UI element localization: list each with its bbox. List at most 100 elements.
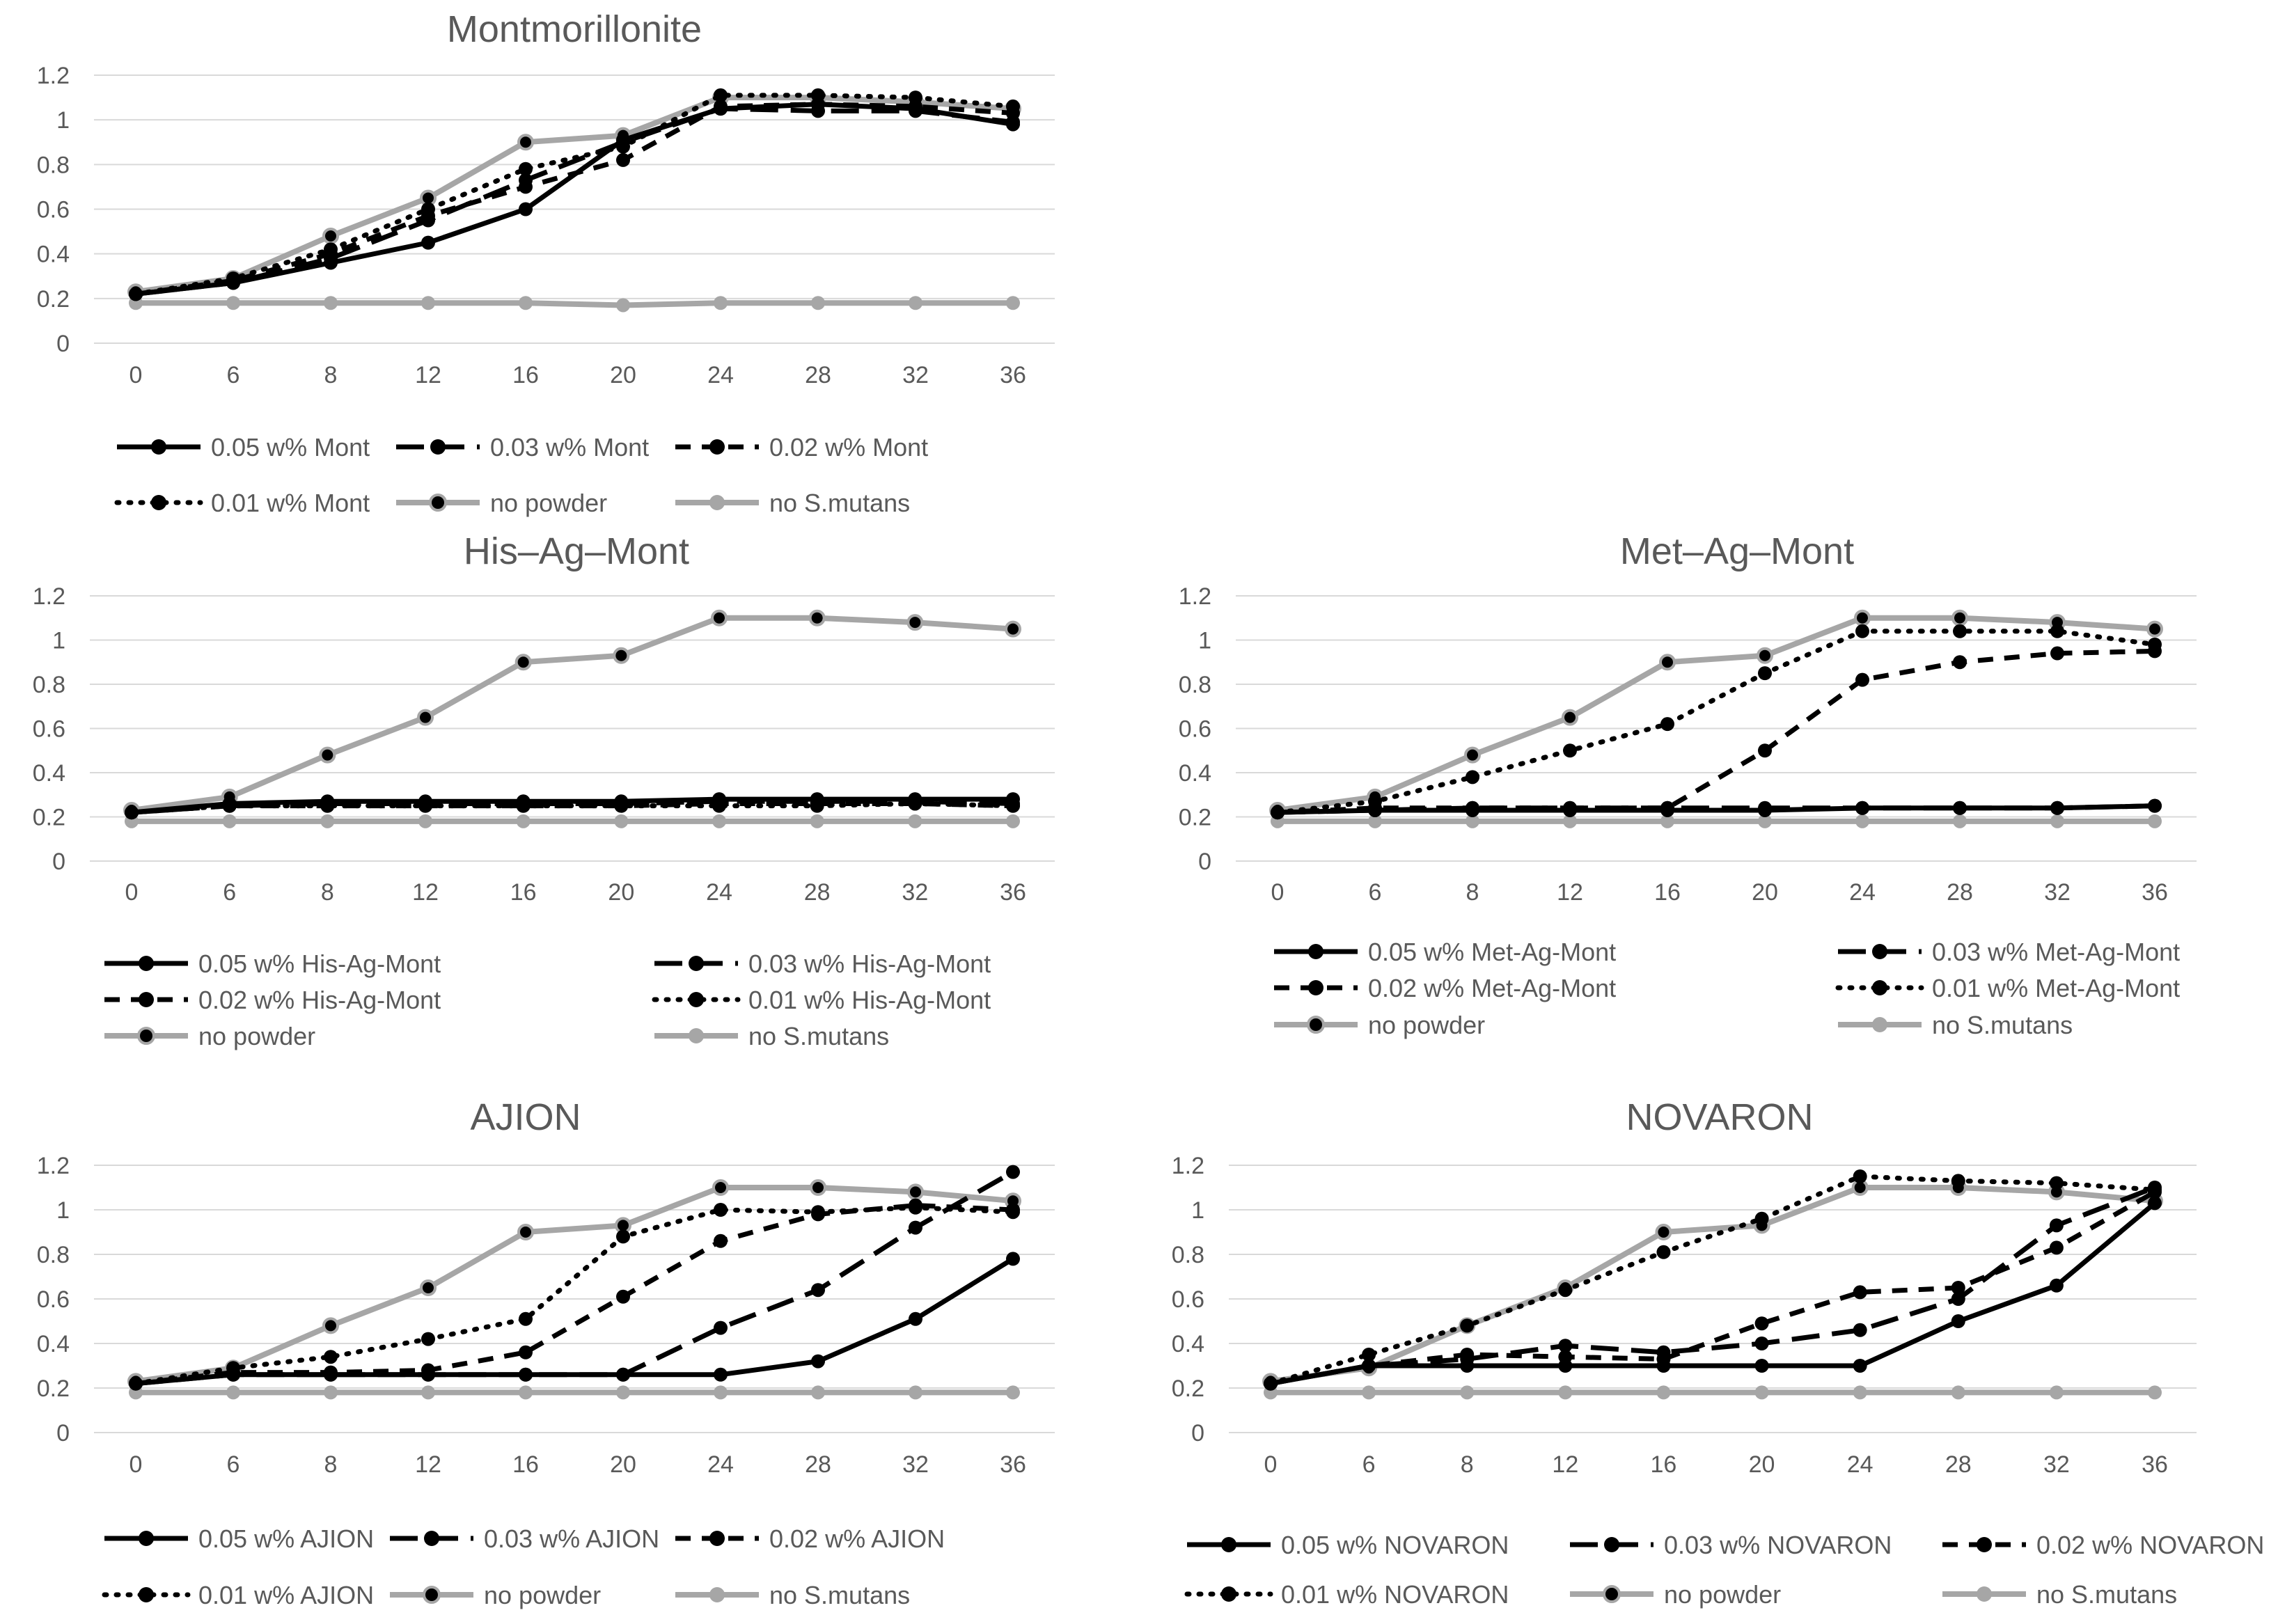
data-point bbox=[519, 180, 533, 194]
data-point bbox=[616, 298, 630, 313]
data-point bbox=[2148, 1183, 2162, 1197]
data-point bbox=[810, 798, 824, 813]
x-tick-label: 16 bbox=[1654, 879, 1681, 906]
y-tick-label: 0.2 bbox=[1179, 805, 1211, 831]
y-tick-label: 0.6 bbox=[37, 1286, 70, 1313]
data-point bbox=[1656, 1245, 1671, 1259]
x-tick-label: 32 bbox=[902, 1451, 929, 1478]
legend-marker bbox=[1603, 1585, 1621, 1603]
data-point bbox=[417, 709, 434, 726]
chart-title: NOVARON bbox=[1626, 1096, 1813, 1138]
data-point bbox=[714, 1385, 728, 1400]
legend-marker bbox=[139, 992, 154, 1007]
y-tick-label: 1.2 bbox=[37, 1153, 70, 1179]
data-point bbox=[909, 296, 922, 310]
x-tick-label: 32 bbox=[902, 879, 928, 906]
data-point bbox=[2050, 646, 2064, 661]
y-tick-label: 0 bbox=[1198, 849, 1211, 875]
data-point bbox=[712, 1179, 729, 1196]
x-tick-label: 36 bbox=[1000, 1451, 1026, 1478]
data-point bbox=[1006, 1385, 1020, 1400]
x-tick-label: 16 bbox=[512, 1451, 539, 1478]
series-line bbox=[1277, 648, 2155, 815]
data-point bbox=[714, 1367, 728, 1382]
data-point bbox=[1460, 1385, 1475, 1400]
data-point bbox=[324, 1350, 338, 1364]
data-point bbox=[906, 614, 924, 631]
legend-label: no powder bbox=[1664, 1580, 1781, 1609]
chart-panel-2: Met–Ag–Mont 0 0.2 0.4 0.6 0.8 1 1.2 0 6 8 12 16 20 24 2… bbox=[1179, 530, 2197, 1039]
series-line bbox=[1277, 615, 2155, 813]
legend-label: no S.mutans bbox=[769, 489, 910, 517]
series-line bbox=[1270, 1201, 2157, 1387]
data-point bbox=[1951, 1292, 1965, 1306]
x-tick-label: 6 bbox=[1369, 879, 1382, 906]
data-point bbox=[616, 1367, 630, 1382]
data-point bbox=[1362, 1348, 1376, 1362]
legend-label: 0.05 w% His-Ag-Mont bbox=[198, 949, 441, 978]
data-point bbox=[616, 1229, 630, 1244]
data-point bbox=[1563, 743, 1577, 758]
legend-marker bbox=[424, 1531, 439, 1546]
data-point bbox=[711, 609, 728, 626]
legend-label: 0.01 w% His-Ag-Mont bbox=[748, 986, 991, 1014]
legend-marker bbox=[1308, 980, 1323, 995]
data-point bbox=[1953, 801, 1967, 815]
y-tick-label: 1 bbox=[1198, 628, 1211, 654]
data-point bbox=[421, 235, 435, 250]
data-point bbox=[319, 746, 336, 764]
x-tick-label: 6 bbox=[227, 362, 240, 388]
data-point bbox=[810, 1179, 826, 1196]
data-point bbox=[226, 1385, 240, 1400]
y-tick-label: 1.2 bbox=[37, 63, 70, 89]
data-point bbox=[519, 1345, 533, 1359]
data-point bbox=[1368, 814, 1382, 828]
legend-label: no powder bbox=[198, 1022, 315, 1050]
legend-marker bbox=[709, 495, 725, 510]
data-point bbox=[2049, 1278, 2064, 1293]
data-point bbox=[1368, 794, 1382, 809]
data-point bbox=[909, 90, 922, 105]
data-point bbox=[811, 1354, 825, 1369]
data-point bbox=[1953, 655, 1967, 670]
data-point bbox=[1853, 1385, 1867, 1400]
legend-marker bbox=[151, 439, 166, 455]
data-point bbox=[1754, 1211, 1769, 1226]
data-point bbox=[1659, 654, 1676, 671]
data-point bbox=[1660, 814, 1674, 828]
data-point bbox=[125, 805, 139, 820]
data-point bbox=[1951, 1314, 1965, 1328]
data-point bbox=[519, 1385, 533, 1400]
data-point bbox=[222, 798, 237, 813]
data-point bbox=[324, 1365, 338, 1380]
data-point bbox=[2146, 620, 2163, 638]
x-tick-label: 36 bbox=[1000, 879, 1026, 906]
data-point bbox=[811, 88, 825, 102]
legend-label: 0.02 w% His-Ag-Mont bbox=[198, 986, 441, 1014]
y-tick-label: 1 bbox=[1191, 1197, 1204, 1224]
x-tick-label: 6 bbox=[223, 879, 236, 906]
legend-label: 0.03 w% NOVARON bbox=[1664, 1531, 1892, 1559]
data-point bbox=[1660, 801, 1674, 815]
x-tick-label: 20 bbox=[610, 362, 636, 388]
data-point bbox=[1558, 1385, 1573, 1400]
y-tick-label: 0.8 bbox=[37, 152, 70, 178]
series-line bbox=[133, 1205, 1016, 1387]
data-point bbox=[714, 99, 728, 113]
series-line bbox=[136, 300, 1013, 308]
data-point bbox=[712, 798, 726, 813]
data-point bbox=[811, 1205, 825, 1220]
series-line bbox=[135, 1185, 1014, 1385]
y-tick-label: 0 bbox=[1191, 1420, 1204, 1446]
x-tick-label: 24 bbox=[707, 362, 734, 388]
legend-marker bbox=[709, 1531, 725, 1546]
data-point bbox=[1460, 1348, 1475, 1362]
data-point bbox=[714, 1203, 728, 1217]
legend-marker bbox=[709, 439, 725, 455]
x-tick-label: 24 bbox=[1847, 1451, 1874, 1478]
data-point bbox=[2148, 798, 2162, 813]
data-point bbox=[1466, 801, 1479, 815]
y-tick-label: 0 bbox=[52, 849, 65, 875]
data-point bbox=[909, 1385, 922, 1400]
data-point bbox=[129, 287, 143, 301]
